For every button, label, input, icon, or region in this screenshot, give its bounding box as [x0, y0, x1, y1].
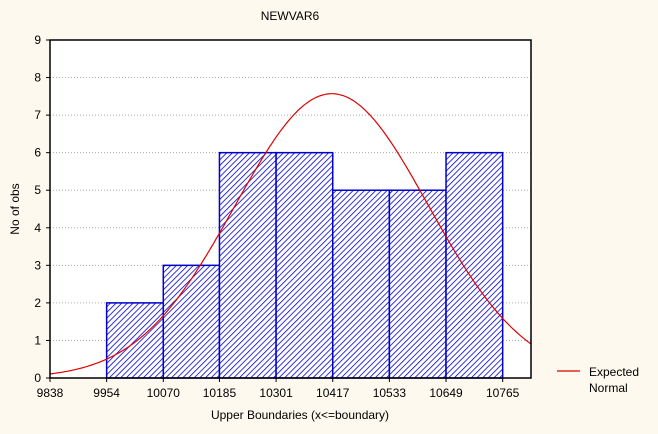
histogram-bar [388, 189, 447, 379]
y-tick-label: 3 [34, 258, 41, 272]
x-tick-label: 10070 [147, 386, 181, 400]
y-tick-label: 1 [34, 333, 41, 347]
y-tick-label: 8 [34, 71, 41, 85]
plot-frame [49, 39, 532, 379]
y-tick-label: 9 [34, 33, 41, 47]
y-tick-label: 7 [34, 108, 41, 122]
x-tick-label: 9954 [93, 386, 120, 400]
y-tick-label: 0 [34, 371, 41, 385]
x-tick-label: 10765 [486, 386, 520, 400]
y-tick-label: 4 [34, 221, 41, 235]
expected-normal-curve [49, 93, 532, 375]
legend-label-normal: Normal [589, 381, 628, 395]
chart-title: NEWVAR6 [261, 9, 320, 23]
y-tick-label: 5 [34, 183, 41, 197]
x-tick-label: 10417 [316, 386, 350, 400]
histogram-bar [218, 151, 277, 379]
histogram-bar [162, 264, 221, 379]
x-tick-label: 9838 [37, 386, 64, 400]
x-tick-label: 10533 [373, 386, 407, 400]
x-tick-label: 10185 [203, 386, 237, 400]
histogram-bar [275, 151, 334, 379]
x-axis-label: Upper Boundaries (x<=boundary) [211, 408, 389, 422]
x-tick-label: 10301 [259, 386, 293, 400]
histogram-bar [331, 189, 391, 379]
y-tick-label: 2 [34, 296, 41, 310]
legend-label-expected: Expected [589, 365, 639, 379]
x-tick-label: 10649 [429, 386, 463, 400]
y-axis-label: No of obs [8, 183, 22, 234]
y-tick-label: 6 [34, 146, 41, 160]
histogram-bar [445, 151, 504, 379]
histogram-bar [105, 302, 165, 379]
